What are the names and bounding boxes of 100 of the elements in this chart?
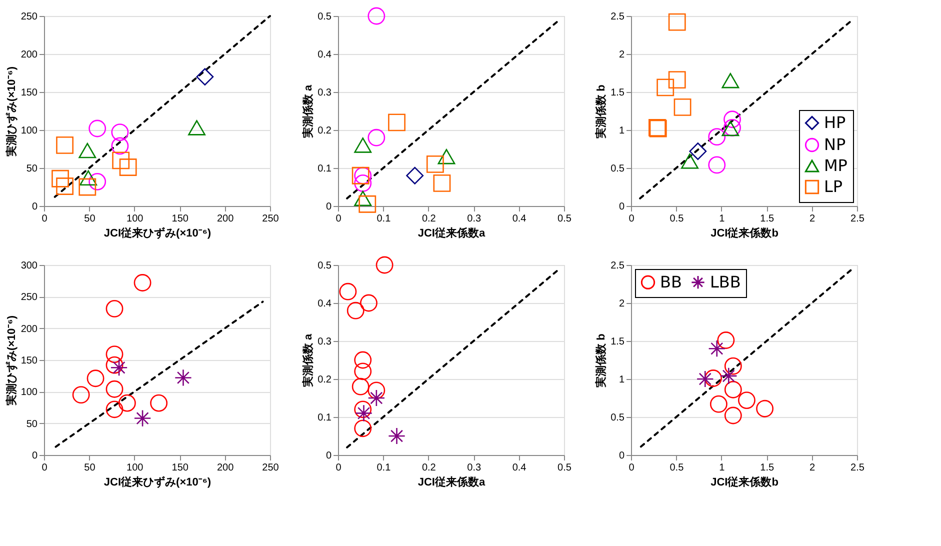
- x-tick-label: 200: [216, 214, 234, 224]
- point: [674, 98, 692, 116]
- y-tick-label: 1: [618, 126, 625, 136]
- y-tick-label: 0.1: [318, 164, 332, 174]
- point: [354, 420, 372, 438]
- x-tick-label: 50: [84, 462, 96, 474]
- point: [438, 148, 456, 164]
- x-tick-label: 0.5: [558, 462, 572, 474]
- y-tick-label: 2: [618, 298, 625, 310]
- point: [134, 274, 152, 292]
- legend-label: NP: [824, 135, 846, 154]
- y-tick-label: 0.2: [318, 126, 332, 136]
- x-tick-label: 100: [126, 462, 144, 474]
- x-tick-label: 2: [810, 214, 816, 224]
- x-tick-label: 1.5: [760, 214, 774, 224]
- x-tick-label: 0.3: [467, 462, 482, 474]
- y-tick-label: 0.3: [318, 88, 332, 98]
- point: [368, 128, 386, 146]
- y-tick-label: 0: [618, 450, 625, 462]
- y-tick-label: 0.5: [610, 412, 625, 424]
- point: [710, 395, 728, 413]
- point: [717, 332, 735, 349]
- x-tick-label: 0: [42, 462, 48, 474]
- x-tick-label: 0: [336, 462, 342, 474]
- x-axis-title: JCI従来係数b: [710, 226, 779, 240]
- point: [352, 378, 370, 396]
- point: [106, 346, 124, 363]
- legend-label: LP: [824, 177, 843, 196]
- point: [106, 380, 124, 398]
- x-tick-label: 250: [262, 462, 280, 474]
- point: [80, 170, 98, 186]
- y-tick-label: 0.5: [610, 164, 625, 174]
- legend-label: HP: [824, 113, 846, 132]
- y-axis-title: 実測ひずみ(×10⁻⁶): [4, 66, 18, 158]
- x-tick-label: 100: [126, 214, 144, 224]
- point: [708, 128, 726, 146]
- point: [118, 394, 136, 412]
- point: [52, 170, 69, 188]
- point: [724, 110, 741, 128]
- point: [106, 300, 124, 318]
- y-tick-label: 300: [20, 260, 38, 272]
- point: [339, 282, 357, 300]
- y-tick-label: 0.2: [318, 374, 332, 386]
- point: [354, 400, 372, 418]
- point: [668, 13, 686, 31]
- y-axis-title: 実測ひずみ(×10⁻⁶): [4, 315, 18, 407]
- x-tick-label: 2.5: [850, 462, 865, 474]
- point: [112, 152, 130, 170]
- y-axis-title: 実測係数 b: [594, 84, 608, 140]
- point: [174, 369, 192, 386]
- point: [433, 174, 451, 192]
- point: [56, 136, 74, 154]
- x-tick-label: 0.2: [422, 462, 436, 474]
- x-tick-label: 0: [628, 214, 635, 224]
- point: [681, 154, 698, 169]
- point: [704, 370, 722, 387]
- y-tick-label: 2.5: [610, 12, 625, 22]
- legend-label: BB: [660, 272, 682, 292]
- x-tick-label: 2.5: [850, 214, 865, 224]
- point: [724, 380, 742, 398]
- x-tick-label: 1.5: [760, 462, 774, 474]
- x-tick-label: 0: [628, 462, 635, 474]
- point: [111, 124, 129, 141]
- point: [668, 71, 686, 89]
- point: [106, 356, 124, 374]
- point: [354, 362, 372, 380]
- point: [88, 120, 106, 138]
- point: [724, 357, 742, 375]
- y-tick-label: 1: [618, 374, 625, 386]
- x-tick-label: 0.1: [376, 462, 392, 474]
- y-tick-label: 200: [20, 50, 38, 60]
- point: [696, 370, 714, 388]
- point: [376, 256, 394, 274]
- point: [720, 367, 738, 385]
- x-tick-label: 200: [216, 462, 234, 474]
- point: [358, 195, 376, 213]
- point: [368, 389, 386, 407]
- x-tick-label: 0: [336, 214, 342, 224]
- y-tick-label: 0.4: [318, 50, 332, 60]
- point: [346, 302, 364, 320]
- x-axis-title: JCI従来係数b: [710, 476, 779, 488]
- point: [722, 72, 740, 88]
- x-tick-label: 1: [719, 214, 726, 224]
- y-axis-title: 実測係数 b: [594, 333, 608, 388]
- x-tick-label: 1: [719, 462, 726, 474]
- point: [354, 174, 372, 192]
- y-tick-label: 100: [20, 126, 38, 136]
- point: [110, 358, 128, 376]
- point: [656, 78, 674, 96]
- y-axis-title: 実測係数 a: [302, 333, 315, 388]
- y-tick-label: 2: [618, 50, 625, 60]
- x-axis-title: JCI従来ひずみ(×10⁻⁶): [104, 476, 212, 488]
- point: [354, 351, 372, 369]
- point: [355, 404, 372, 422]
- x-tick-label: 250: [262, 214, 280, 224]
- point: [86, 370, 104, 388]
- point: [56, 178, 74, 195]
- point: [406, 166, 424, 184]
- y-tick-label: 100: [20, 387, 38, 398]
- point: [388, 114, 406, 132]
